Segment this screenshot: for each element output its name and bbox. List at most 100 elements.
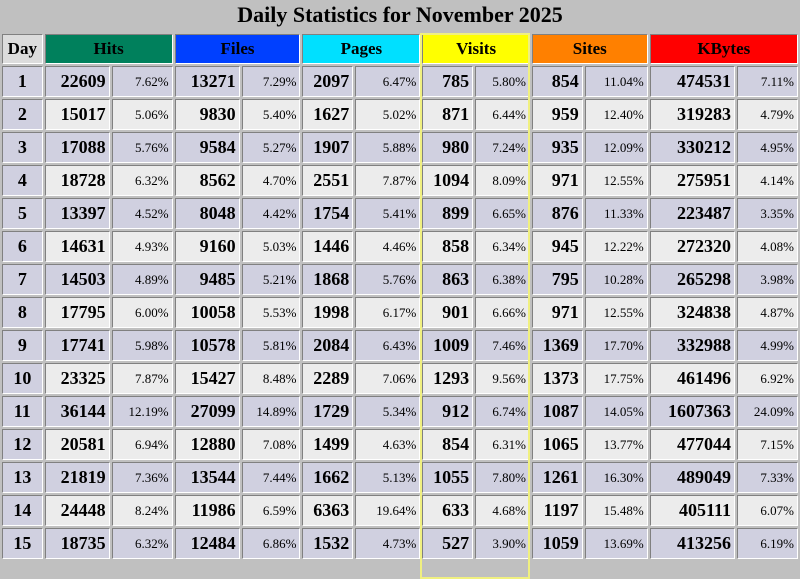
cell-pages-pct: 5.88% (355, 132, 421, 163)
cell-visits-pct: 6.74% (475, 396, 530, 427)
cell-pages-pct: 7.87% (355, 165, 421, 196)
cell-kbytes: 1607363 (649, 396, 735, 427)
cell-kbytes: 275951 (649, 165, 735, 196)
cell-hits: 18735 (44, 528, 110, 559)
cell-files-pct: 5.21% (241, 264, 301, 295)
cell-kbytes: 330212 (649, 132, 735, 163)
cell-visits: 863 (422, 264, 474, 295)
cell-kbytes-pct: 6.19% (736, 528, 798, 559)
cell-sites-pct: 17.70% (584, 330, 648, 361)
cell-hits-pct: 6.00% (111, 297, 173, 328)
cell-hits-pct: 6.32% (111, 165, 173, 196)
cell-hits: 18728 (44, 165, 110, 196)
header-visits: Visits (422, 34, 530, 64)
cell-hits-pct: 7.62% (111, 66, 173, 97)
cell-pages-pct: 19.64% (355, 495, 421, 526)
cell-files: 13271 (174, 66, 240, 97)
cell-files: 9584 (174, 132, 240, 163)
cell-pages: 1446 (302, 231, 354, 262)
cell-visits: 1293 (422, 363, 474, 394)
header-kbytes: KBytes (649, 34, 798, 64)
cell-day: 14 (2, 495, 43, 526)
cell-pages: 1499 (302, 429, 354, 460)
cell-kbytes-pct: 6.07% (736, 495, 798, 526)
cell-files: 27099 (174, 396, 240, 427)
cell-sites: 1369 (531, 330, 583, 361)
cell-day: 1 (2, 66, 43, 97)
cell-files: 9830 (174, 99, 240, 130)
cell-files-pct: 5.81% (241, 330, 301, 361)
cell-files-pct: 5.53% (241, 297, 301, 328)
cell-pages: 1662 (302, 462, 354, 493)
cell-kbytes-pct: 7.11% (736, 66, 798, 97)
cell-visits-pct: 8.09% (475, 165, 530, 196)
cell-visits-pct: 6.44% (475, 99, 530, 130)
cell-day: 6 (2, 231, 43, 262)
cell-hits-pct: 4.52% (111, 198, 173, 229)
cell-visits: 858 (422, 231, 474, 262)
cell-sites: 1261 (531, 462, 583, 493)
cell-pages: 1998 (302, 297, 354, 328)
cell-hits: 13397 (44, 198, 110, 229)
cell-kbytes: 332988 (649, 330, 735, 361)
cell-visits: 1009 (422, 330, 474, 361)
cell-hits-pct: 8.24% (111, 495, 173, 526)
cell-pages: 1907 (302, 132, 354, 163)
cell-hits-pct: 12.19% (111, 396, 173, 427)
page-title: Daily Statistics for November 2025 (0, 0, 800, 30)
header-day: Day (2, 34, 43, 64)
cell-pages: 1532 (302, 528, 354, 559)
cell-sites-pct: 12.22% (584, 231, 648, 262)
cell-day: 5 (2, 198, 43, 229)
cell-files: 10578 (174, 330, 240, 361)
cell-sites-pct: 15.48% (584, 495, 648, 526)
cell-pages: 1729 (302, 396, 354, 427)
cell-kbytes: 405111 (649, 495, 735, 526)
table-row: 6 14631 4.93% 9160 5.03% 1446 4.46% 858 6.34% 945… (2, 231, 798, 262)
cell-kbytes: 477044 (649, 429, 735, 460)
cell-visits-pct: 6.34% (475, 231, 530, 262)
header-pages: Pages (302, 34, 421, 64)
cell-sites-pct: 12.55% (584, 165, 648, 196)
table-row: 11 36144 12.19% 27099 14.89% 1729 5.34% 912 6.74… (2, 396, 798, 427)
cell-pages-pct: 6.17% (355, 297, 421, 328)
cell-sites-pct: 13.77% (584, 429, 648, 460)
cell-hits: 15017 (44, 99, 110, 130)
cell-sites: 854 (531, 66, 583, 97)
cell-visits: 1094 (422, 165, 474, 196)
cell-day: 3 (2, 132, 43, 163)
cell-files: 11986 (174, 495, 240, 526)
cell-sites: 971 (531, 297, 583, 328)
cell-files-pct: 4.70% (241, 165, 301, 196)
table-row: 9 17741 5.98% 10578 5.81% 2084 6.43% 1009 7.46% 1… (2, 330, 798, 361)
cell-sites-pct: 12.40% (584, 99, 648, 130)
cell-sites-pct: 10.28% (584, 264, 648, 295)
cell-hits: 14503 (44, 264, 110, 295)
cell-visits: 785 (422, 66, 474, 97)
cell-sites: 1373 (531, 363, 583, 394)
header-row: Day Hits Files Pages Visits Sites KBytes (2, 34, 798, 64)
cell-hits-pct: 4.93% (111, 231, 173, 262)
cell-kbytes: 265298 (649, 264, 735, 295)
cell-hits-pct: 5.76% (111, 132, 173, 163)
cell-hits-pct: 6.94% (111, 429, 173, 460)
cell-sites: 959 (531, 99, 583, 130)
table-row: 13 21819 7.36% 13544 7.44% 1662 5.13% 1055 7.80%… (2, 462, 798, 493)
cell-sites: 1197 (531, 495, 583, 526)
cell-day: 15 (2, 528, 43, 559)
cell-kbytes-pct: 4.87% (736, 297, 798, 328)
cell-sites-pct: 13.69% (584, 528, 648, 559)
header-files: Files (174, 34, 301, 64)
header-hits: Hits (44, 34, 173, 64)
cell-files: 13544 (174, 462, 240, 493)
cell-kbytes: 272320 (649, 231, 735, 262)
cell-sites-pct: 12.55% (584, 297, 648, 328)
cell-day: 10 (2, 363, 43, 394)
cell-kbytes-pct: 4.08% (736, 231, 798, 262)
cell-visits-pct: 7.80% (475, 462, 530, 493)
table-row: 12 20581 6.94% 12880 7.08% 1499 4.63% 854 6.31% 1… (2, 429, 798, 460)
cell-hits: 36144 (44, 396, 110, 427)
cell-visits: 527 (422, 528, 474, 559)
cell-visits-pct: 9.56% (475, 363, 530, 394)
cell-hits-pct: 5.06% (111, 99, 173, 130)
